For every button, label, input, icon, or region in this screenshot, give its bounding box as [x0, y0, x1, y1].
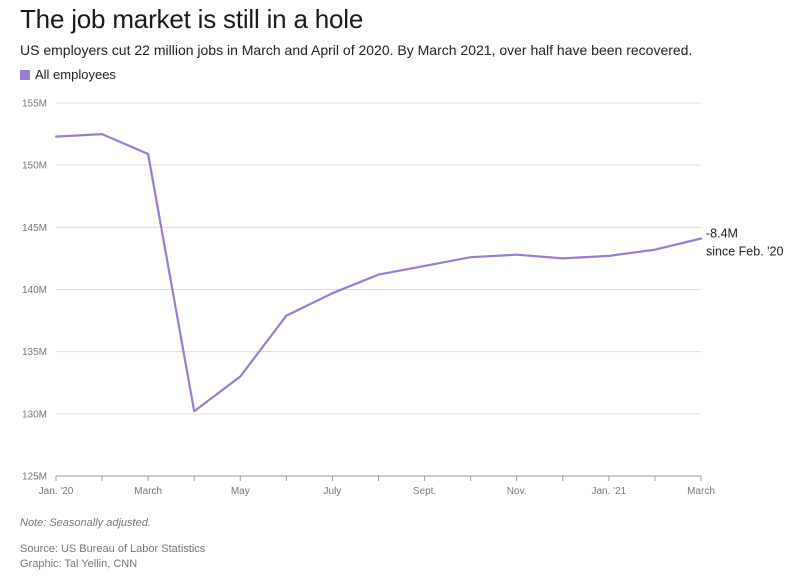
x-tick-label: Nov. [507, 486, 527, 497]
chart-subtitle: US employers cut 22 million jobs in Marc… [20, 42, 693, 58]
y-tick-label: 150M [22, 161, 47, 172]
y-tick-label: 125M [22, 472, 47, 483]
chart-credit: Graphic: Tal Yellin, CNN [20, 558, 138, 570]
series-line-all-employees [54, 133, 703, 413]
y-tick-label: 145M [22, 223, 47, 234]
y-tick-label: 130M [22, 409, 47, 420]
end-annotation-value: -8.4M [706, 227, 738, 241]
x-tick-label: May [231, 486, 250, 497]
legend: All employees [20, 67, 116, 82]
chart-source: Source: US Bureau of Labor Statistics [20, 543, 206, 555]
x-tick-label: Jan. '20 [39, 486, 74, 497]
y-tick-label: 135M [22, 347, 47, 358]
x-tick-label: Jan. '21 [591, 486, 626, 497]
legend-swatch [20, 69, 30, 80]
x-tick-label: March [134, 486, 162, 497]
chart-title: The job market is still in a hole [20, 4, 364, 34]
y-tick-label: 140M [22, 285, 47, 296]
legend-label: All employees [35, 67, 116, 82]
y-tick-label: 155M [22, 99, 47, 110]
chart-note: Note: Seasonally adjusted. [20, 517, 151, 529]
x-tick-label: Sept. [413, 486, 436, 497]
end-annotation-caption: since Feb. '20 [706, 245, 783, 259]
x-tick-label: July [324, 486, 342, 497]
x-tick-label: March [687, 486, 715, 497]
